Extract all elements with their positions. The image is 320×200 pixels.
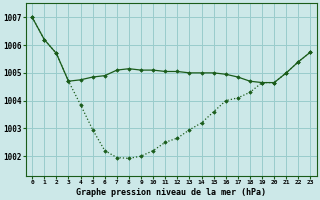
X-axis label: Graphe pression niveau de la mer (hPa): Graphe pression niveau de la mer (hPa) — [76, 188, 266, 197]
